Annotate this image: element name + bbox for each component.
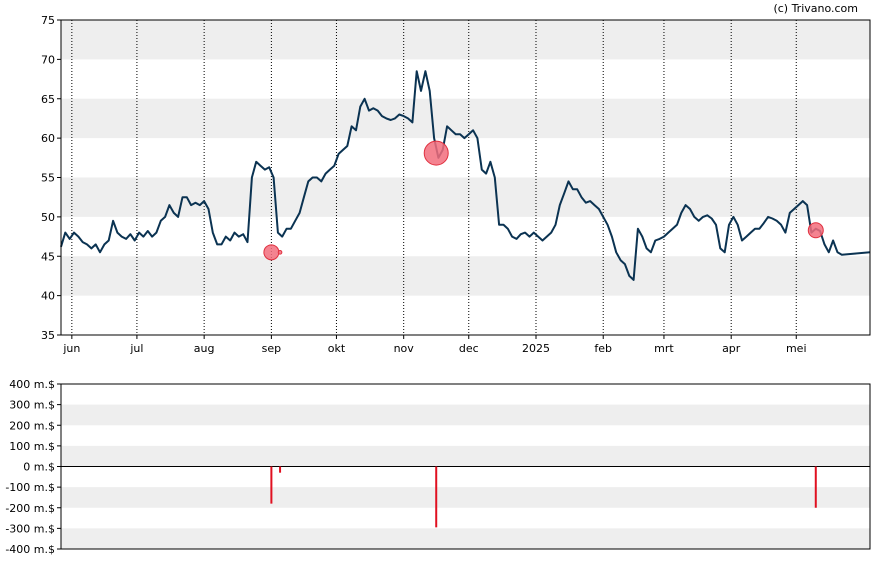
price-panel: jun jul aug sep okt nov dec 2025 feb mrt apr mei 35 4… <box>41 14 871 355</box>
y-tick-label: 200 m.$ <box>9 419 55 432</box>
y-tick-label: 300 m.$ <box>9 399 55 412</box>
y-tick-label: 55 <box>41 172 55 185</box>
flow-plot-frame <box>60 383 871 550</box>
x-tick-label: apr <box>722 342 741 355</box>
grid-band <box>61 404 870 426</box>
x-tick-label: aug <box>194 342 215 355</box>
price-line <box>60 70 871 281</box>
flow-bar <box>279 466 282 473</box>
y-tick-label: 40 <box>41 290 55 303</box>
flow-panel: 400 m.$ 300 m.$ 200 m.$ 100 m.$ 0 m.$ -100 m.… <box>5 378 871 556</box>
trade-marker <box>807 222 824 239</box>
grid-band <box>61 487 870 508</box>
y-tick-label: 70 <box>41 53 55 66</box>
credit-label: (c) Trivano.com <box>773 2 858 15</box>
trade-marker <box>423 140 449 166</box>
y-tick-label: 65 <box>41 93 55 106</box>
y-tick-label: -300 m.$ <box>5 522 55 535</box>
x-tick-label: 2025 <box>522 342 550 355</box>
y-tick-label: 35 <box>41 329 55 342</box>
x-tick-label: okt <box>328 342 346 355</box>
price-plot-frame <box>60 19 871 336</box>
y-tick-label: 0 m.$ <box>23 461 55 474</box>
grid-band <box>61 177 870 217</box>
y-tick-label: -200 m.$ <box>5 502 55 515</box>
x-tick-label: dec <box>459 342 479 355</box>
flow-bar <box>270 466 273 504</box>
grid-band <box>61 445 870 467</box>
flow-bar <box>814 466 817 508</box>
x-tick-label: jul <box>129 342 143 355</box>
y-tick-label: -400 m.$ <box>5 543 55 556</box>
x-tick-label: nov <box>394 342 415 355</box>
grid-band <box>61 528 870 549</box>
x-tick-label: sep <box>262 342 281 355</box>
y-tick-label: 45 <box>41 250 55 263</box>
y-tick-label: 100 m.$ <box>9 440 55 453</box>
trade-marker <box>277 250 283 255</box>
y-tick-label: 400 m.$ <box>9 378 55 391</box>
x-tick-label: jun <box>62 342 80 355</box>
grid-band <box>61 98 870 139</box>
trade-marker <box>263 244 280 261</box>
x-tick-label: mei <box>786 342 807 355</box>
x-tick-label: mrt <box>654 342 674 355</box>
grid-band <box>61 256 870 296</box>
y-tick-label: 50 <box>41 211 55 224</box>
x-tick-label: feb <box>594 342 612 355</box>
y-tick-label: 60 <box>41 132 55 145</box>
grid-band <box>61 20 870 60</box>
flow-bar <box>435 466 438 528</box>
y-tick-label: -100 m.$ <box>5 481 55 494</box>
y-tick-label: 75 <box>41 14 55 27</box>
